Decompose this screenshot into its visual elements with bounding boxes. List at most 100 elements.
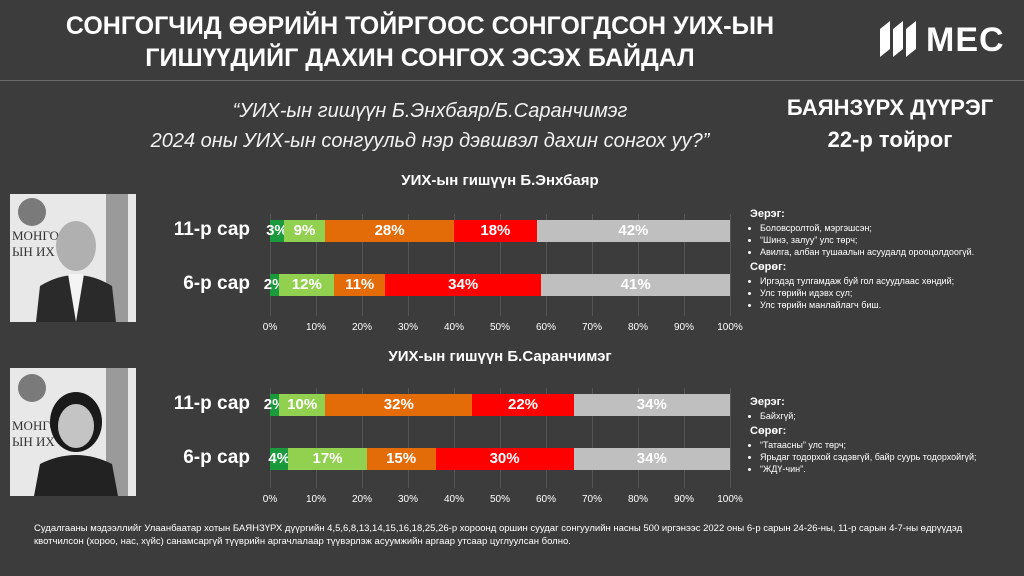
bar-value-label: 22%	[507, 396, 539, 413]
bar-segment	[541, 274, 730, 296]
bar-segment	[270, 220, 284, 242]
gridline	[592, 388, 593, 488]
mec-logo-icon	[880, 21, 916, 57]
negative-item: Улс төрийн идэвх сул;	[760, 287, 1020, 299]
title-line-1: СОНГОГЧИД ӨӨРИЙН ТОЙРГООС СОНГОГДСОН УИХ…	[65, 12, 775, 40]
x-tick-label: 50%	[489, 494, 511, 505]
gridline	[500, 388, 501, 488]
district-label: БАЯНЗҮРХ ДҮҮРЭГ 22-р тойрог	[770, 92, 1010, 156]
district-constituency: 22-р тойрог	[827, 127, 953, 152]
bar-segment	[279, 394, 326, 416]
bar-segment	[279, 274, 335, 296]
bar-value-label: 4%	[268, 450, 291, 467]
page-title: СОНГОГЧИД ӨӨРИЙН ТОЙРГООС СОНГОГДСОН УИХ…	[40, 10, 800, 74]
negative-item: Иргэдэд тулгамдаж буй гол асуудлаас хөнд…	[760, 275, 1020, 287]
x-tick-label: 60%	[535, 322, 557, 333]
gridline	[316, 388, 317, 488]
title-line-2: ГИШҮҮДИЙГ ДАХИН СОНГОХ ЭСЭХ БАЙДАЛ	[145, 44, 695, 72]
gridline	[454, 388, 455, 488]
bar-value-label: 18%	[480, 222, 511, 239]
gridline	[684, 388, 685, 488]
bar-value-label: 17%	[312, 450, 343, 467]
negative-item: Улс төрийн манлайлагч биш.	[760, 299, 1020, 311]
gridline	[362, 214, 363, 316]
negative-heading: Сөрөг:	[750, 261, 787, 273]
gridline	[408, 214, 409, 316]
x-tick-label: 30%	[397, 494, 419, 505]
bar-segment	[435, 448, 574, 470]
svg-text:ЫН ИХ: ЫН ИХ	[12, 244, 55, 259]
positive-heading: Эерэг:	[750, 396, 785, 408]
survey-question: “УИХ-ын гишүүн Б.Энхбаяр/Б.Саранчимэг 20…	[90, 96, 770, 156]
x-tick-label: 80%	[627, 322, 649, 333]
bar-value-label: 3%	[266, 222, 288, 239]
row-label: 11-р сар	[173, 393, 250, 414]
stacked-bar: 2% 12% 11% 34% 41%	[264, 274, 730, 296]
logo-text: MEC	[926, 20, 1005, 59]
gridline	[408, 388, 409, 488]
x-tick-label: 100%	[717, 494, 743, 505]
bar-segment	[472, 394, 574, 416]
portrait-enkhbayar: МОНГО ЫН ИХ	[10, 194, 136, 322]
chart-1-title: УИХ-ын гишүүн Б.Энхбаяр	[401, 172, 599, 189]
positive-item: Авилга, албан тушаалын асуудалд орооцолд…	[760, 246, 1020, 258]
methodology-footnote: Судалгааны мэдээллийг Улаанбаатар хотын …	[34, 523, 963, 547]
row-label: 11-р сар	[173, 219, 250, 240]
bar-value-label: 34%	[448, 276, 479, 293]
x-tick-label: 70%	[581, 322, 603, 333]
positive-heading: Эерэг:	[750, 208, 785, 220]
bar-segment	[573, 394, 730, 416]
gridline	[730, 388, 731, 488]
bar-segment	[325, 220, 454, 242]
gridline	[684, 214, 685, 316]
negative-heading: Сөрөг:	[750, 425, 787, 437]
bar-value-label: 10%	[287, 396, 318, 413]
gridline	[638, 214, 639, 316]
x-tick-label: 60%	[535, 494, 557, 505]
x-tick-label: 40%	[443, 494, 465, 505]
x-tick-label: 10%	[305, 494, 327, 505]
bar-value-label: 28%	[374, 222, 405, 239]
bar-segment	[288, 448, 367, 470]
bar-value-label: 30%	[489, 450, 520, 467]
x-tick-label: 30%	[397, 322, 419, 333]
chart-2-title: УИХ-ын гишүүн Б.Саранчимэг	[388, 348, 612, 365]
notes-enkhbayar: Эерэг: Боловсролтой, мэргэшсэн; “Шинэ, з…	[750, 208, 1020, 314]
x-tick-label: 20%	[351, 494, 373, 505]
bar-value-label: 15%	[386, 450, 417, 467]
gridline	[362, 388, 363, 488]
bar-segment	[366, 448, 436, 470]
row-label: 6-р сар	[183, 273, 250, 294]
row-label: 6-р сар	[183, 447, 250, 468]
bar-segment	[270, 448, 289, 470]
bar-value-label: 11%	[345, 276, 375, 293]
gridline	[500, 214, 501, 316]
gridline	[454, 214, 455, 316]
negative-item: “ЖДҮ-чин”.	[760, 463, 1020, 475]
bar-segment	[283, 220, 326, 242]
gridline	[592, 214, 593, 316]
x-tick-label: 40%	[443, 322, 465, 333]
question-line-1: “УИХ-ын гишүүн Б.Энхбаяр/Б.Саранчимэг	[232, 100, 628, 122]
svg-text:МОНГО: МОНГО	[12, 418, 59, 433]
bar-segment	[270, 274, 280, 296]
x-tick-label: 90%	[673, 494, 695, 505]
bar-segment	[536, 220, 730, 242]
header-divider	[0, 80, 1024, 81]
gridline	[730, 214, 731, 316]
gridline	[638, 388, 639, 488]
bar-segment	[573, 448, 730, 470]
question-line-2: 2024 оны УИХ-ын сонгуульд нэр дэвшвэл да…	[150, 130, 710, 152]
stacked-bar: 3% 9% 28% 18% 42%	[266, 220, 730, 242]
gridline	[270, 388, 271, 488]
gridline	[316, 214, 317, 316]
x-tick-label: 10%	[305, 322, 327, 333]
bar-value-label: 12%	[291, 276, 322, 293]
x-tick-label: 80%	[627, 494, 649, 505]
bar-segment	[334, 274, 385, 296]
x-tick-label: 0%	[262, 494, 278, 505]
bar-value-label: 34%	[636, 396, 667, 413]
svg-text:МОНГО: МОНГО	[12, 228, 59, 243]
bar-segment	[270, 394, 280, 416]
bar-value-label: 41%	[620, 276, 651, 293]
